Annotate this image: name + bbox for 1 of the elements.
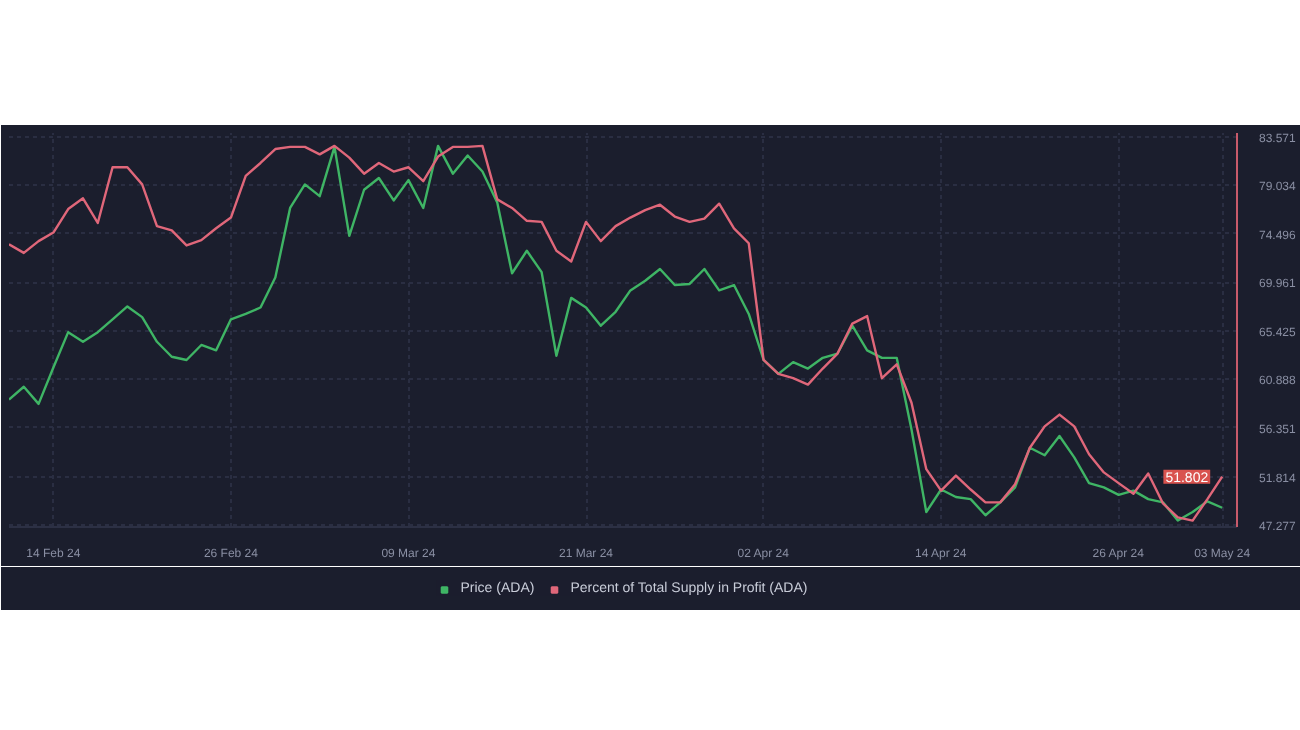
line-series (9, 144, 1224, 522)
